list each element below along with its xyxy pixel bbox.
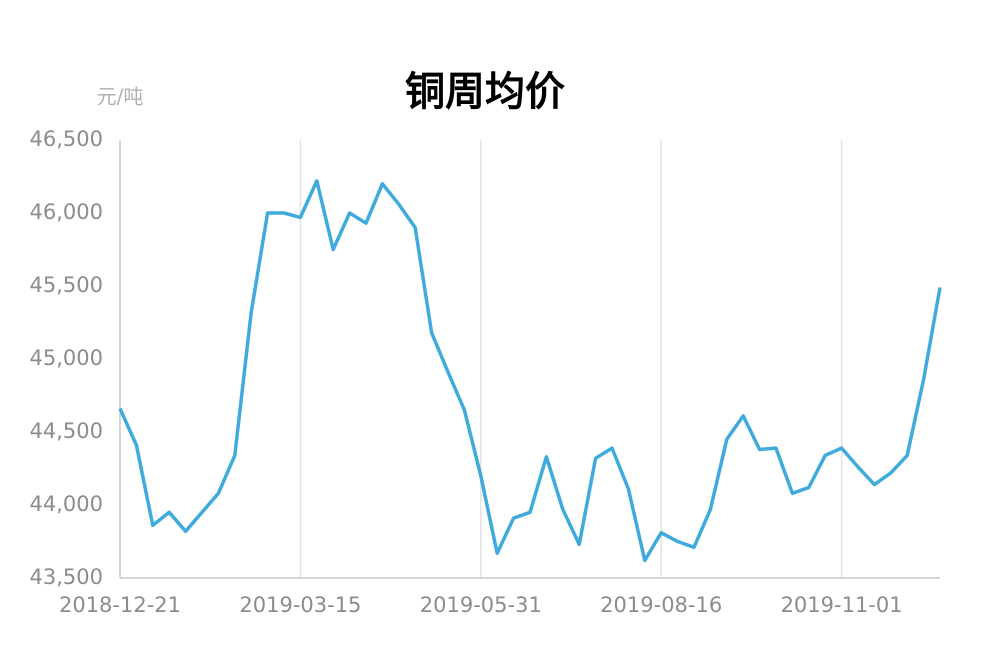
y-axis-unit: 元/吨	[97, 85, 144, 109]
y-tick-label: 45,500	[30, 273, 103, 297]
line-series	[118, 179, 942, 563]
x-tick-label: 2019-08-16	[600, 593, 722, 617]
y-tick-label: 44,000	[30, 492, 103, 516]
y-tick-label: 46,000	[30, 200, 103, 224]
y-tick-label: 45,000	[30, 346, 103, 370]
chart-title: 铜周均价	[405, 69, 565, 115]
y-tick-label: 43,500	[30, 565, 103, 589]
x-tick-label: 2018-12-21	[59, 593, 181, 617]
x-tick-label: 2019-03-15	[239, 593, 361, 617]
x-tick-label: 2019-11-01	[781, 593, 903, 617]
y-tick-label: 44,500	[30, 419, 103, 443]
x-tick-label: 2019-05-31	[420, 593, 542, 617]
y-tick-label: 46,500	[30, 127, 103, 151]
